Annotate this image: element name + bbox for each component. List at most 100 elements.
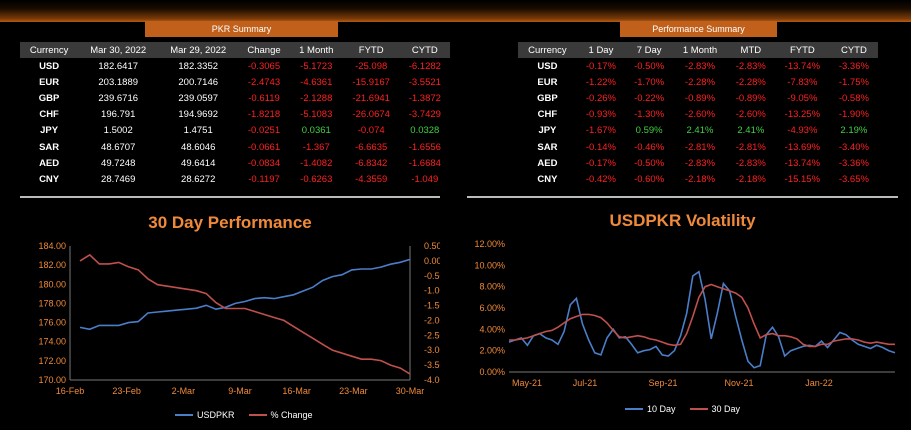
- x-tick-label: 16-Feb: [56, 386, 85, 396]
- value-cell: -15.9167: [352, 76, 390, 88]
- y-right-tick-label: -0.50: [424, 271, 440, 281]
- value-cell: -7.83%: [787, 76, 818, 88]
- table-row: JPY -1.67% 0.59% 2.41% 2.41% -4.93% 2.19%: [518, 123, 878, 139]
- value-cell: -0.93%: [585, 109, 616, 121]
- legend-swatch-red: [248, 414, 267, 416]
- table-row: CNY -0.42% -0.60% -2.18% -2.18% -15.15% -3.65%: [518, 171, 878, 187]
- y-right-tick-label: -1.00: [424, 286, 440, 296]
- table-row: CNY 28.7469 28.6272 -0.1197 -0.6263 -4.3559 -1…: [20, 171, 450, 187]
- legend-swatch-blue: [625, 408, 643, 410]
- table-row: SAR 48.6707 48.6046 -0.0661 -1.367 -6.6635 -1.…: [20, 139, 450, 155]
- value-cell: -21.6941: [352, 92, 390, 104]
- currency-cell: EUR: [39, 76, 60, 88]
- value-cell: 28.6272: [181, 173, 216, 185]
- series-line-0: [79, 258, 411, 331]
- legend-item-usdpkr: USDPKR: [175, 410, 235, 420]
- value-cell: -15.15%: [784, 173, 821, 185]
- currency-cell: USD: [39, 60, 60, 72]
- value-cell: 194.9692: [178, 109, 219, 121]
- value-cell: 1.5002: [103, 125, 133, 137]
- table-row: AED -0.17% -0.50% -2.83% -2.83% -13.74% -3.36%: [518, 155, 878, 171]
- value-cell: -0.22%: [634, 92, 665, 104]
- currency-cell: CNY: [537, 173, 558, 185]
- y-tick-label: 6.00%: [479, 303, 505, 313]
- value-cell: -13.74%: [784, 60, 821, 72]
- value-cell: -6.8342: [355, 157, 388, 169]
- value-cell: -2.1288: [300, 92, 333, 104]
- x-tick-label: Nov-21: [724, 378, 753, 388]
- value-cell: -2.81%: [735, 141, 766, 153]
- value-cell: -0.50%: [634, 157, 665, 169]
- value-cell: 48.6707: [101, 141, 136, 153]
- value-cell: -2.83%: [735, 60, 766, 72]
- legend-label-10-day: 10 Day: [647, 404, 676, 414]
- legend-item-30-day: 30 Day: [689, 404, 740, 414]
- currency-cell: AED: [39, 157, 60, 169]
- value-cell: -1.367: [302, 141, 330, 153]
- legend-label-pct-change: % Change: [270, 410, 313, 420]
- currency-cell: AED: [537, 157, 558, 169]
- currency-cell: GBP: [537, 92, 558, 104]
- value-cell: -0.46%: [634, 141, 665, 153]
- value-cell: -2.60%: [684, 109, 716, 121]
- y-right-tick-label: -2.50: [424, 330, 440, 340]
- value-cell: -4.3559: [355, 173, 388, 185]
- value-cell: -0.58%: [838, 92, 869, 104]
- currency-cell: CHF: [39, 109, 59, 121]
- value-cell: -0.50%: [634, 60, 665, 72]
- value-cell: -2.28%: [735, 76, 766, 88]
- performance-summary-header-3: 1 Month: [673, 42, 727, 58]
- pkr-summary-table: Currency Mar 30, 2022 Mar 29, 2022 Change 1 …: [20, 42, 450, 188]
- value-cell: -0.89%: [735, 92, 766, 104]
- value-cell: -0.074: [357, 125, 385, 137]
- y-left-tick-label: 182.00: [38, 260, 66, 270]
- currency-cell: SAR: [39, 141, 60, 153]
- chart-30-day-performance: 184.00 182.00 180.00 178.00 176.00 174.00 172.…: [38, 241, 440, 396]
- value-cell: -1.6684: [408, 157, 441, 169]
- currency-cell: EUR: [537, 76, 558, 88]
- value-cell: 2.41%: [737, 125, 765, 137]
- value-cell: 0.0361: [301, 125, 331, 137]
- value-cell: -0.6119: [248, 92, 280, 104]
- value-cell: -0.60%: [634, 173, 665, 185]
- value-cell: -2.28%: [684, 76, 716, 88]
- currency-cell: USD: [537, 60, 558, 72]
- performance-summary-table: Currency 1 Day 7 Day 1 Month MTD FYTD CYTD USD…: [518, 42, 878, 188]
- table-row: EUR 203.1889 200.7146 -2.4743 -4.6361 -15.916…: [20, 74, 450, 90]
- y-right-tick-label: -1.50: [424, 301, 440, 311]
- value-cell: -3.36%: [838, 60, 869, 72]
- y-right-tick-label: -2.00: [424, 315, 440, 325]
- pkr-summary-header-2: Mar 29, 2022: [158, 42, 239, 58]
- y-right-tick-label: 0.00: [424, 256, 440, 266]
- table-row: USD 182.6417 182.3352 -0.3065 -5.1723 -25.098…: [20, 58, 450, 74]
- series-line-1: [509, 283, 895, 348]
- value-cell: -2.4743: [247, 76, 281, 88]
- value-cell: -1.6556: [408, 141, 441, 153]
- value-cell: 239.0597: [178, 92, 219, 104]
- value-cell: -1.049: [411, 173, 439, 185]
- x-tick-label: Sep-21: [648, 378, 677, 388]
- value-cell: -2.81%: [684, 141, 716, 153]
- x-tick-label: 16-Mar: [282, 386, 311, 396]
- value-cell: -0.1197: [248, 173, 280, 185]
- value-cell: -0.26%: [585, 92, 616, 104]
- value-cell: 1.4751: [183, 125, 213, 137]
- y-right-tick-label: -3.00: [424, 345, 440, 355]
- value-cell: -0.89%: [684, 92, 716, 104]
- value-cell: -9.05%: [787, 92, 818, 104]
- value-cell: -1.3872: [408, 92, 441, 104]
- value-cell: -0.14%: [585, 141, 616, 153]
- left-divider: [20, 196, 440, 198]
- value-cell: 28.7469: [101, 173, 136, 185]
- value-cell: -1.22%: [585, 76, 616, 88]
- x-tick-label: 23-Mar: [339, 386, 368, 396]
- table-row: CHF -0.93% -1.30% -2.60% -2.60% -13.25% -1.90%: [518, 107, 878, 123]
- value-cell: -0.3065: [247, 60, 281, 72]
- value-cell: -2.18%: [684, 173, 716, 185]
- currency-cell: GBP: [38, 92, 60, 104]
- value-cell: -6.1282: [408, 60, 441, 72]
- x-tick-label: Jul-21: [573, 378, 598, 388]
- x-tick-label: Jan-22: [805, 378, 833, 388]
- y-tick-label: 2.00%: [479, 346, 505, 356]
- value-cell: -2.60%: [735, 109, 766, 121]
